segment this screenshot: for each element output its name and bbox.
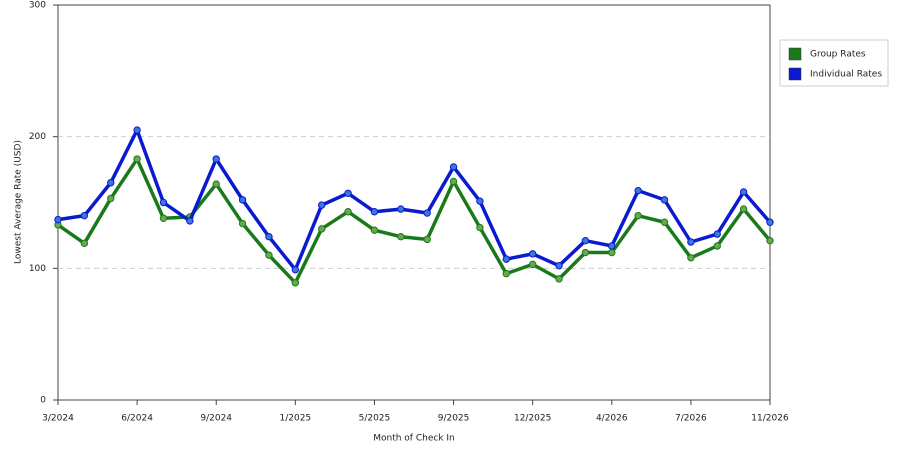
point (449, 163, 458, 171)
point (370, 226, 379, 234)
point (581, 248, 590, 257)
x-tick-label: 4/2026 (596, 414, 628, 424)
point (159, 214, 168, 223)
point (555, 275, 563, 283)
point (238, 196, 247, 204)
point (397, 205, 405, 213)
point (528, 250, 537, 258)
x-tick-label: 1/2025 (279, 414, 311, 424)
y-tick-label: 300 (29, 1, 46, 11)
x-tick-label: 6/2024 (121, 414, 153, 424)
legend-swatch (788, 47, 802, 61)
series-line (56, 157, 772, 285)
point (608, 248, 616, 257)
y-tick-label: 0 (40, 396, 46, 406)
point (660, 196, 669, 204)
point (555, 262, 563, 270)
point (54, 215, 62, 224)
point (265, 233, 273, 241)
x-axis-label: Month of Check In (373, 434, 455, 444)
point (476, 197, 484, 205)
point (766, 218, 774, 226)
point (423, 235, 431, 244)
point (238, 219, 247, 228)
x-tick-label: 3/2024 (42, 414, 74, 424)
point (159, 198, 168, 207)
point (107, 179, 115, 187)
point (423, 209, 431, 217)
point (713, 242, 721, 250)
point (291, 279, 300, 287)
plot-frame (57, 4, 771, 401)
point (370, 208, 379, 216)
point (739, 188, 748, 196)
point (133, 126, 141, 134)
point (476, 223, 484, 232)
point (107, 194, 115, 203)
x-tick-label: 9/2024 (200, 414, 232, 424)
point (212, 155, 220, 163)
y-tick-label: 100 (29, 264, 46, 274)
point (212, 180, 220, 188)
point (634, 186, 642, 195)
point (344, 189, 352, 197)
point (318, 225, 326, 233)
point (502, 255, 510, 263)
point (766, 236, 774, 245)
point (528, 260, 537, 269)
point (713, 230, 721, 238)
x-tick-label: 9/2025 (438, 414, 470, 424)
point (186, 217, 194, 225)
point (449, 177, 458, 186)
point (397, 233, 405, 241)
y-axis-label: Lowest Average Rate (USD) (14, 140, 24, 264)
point (687, 238, 695, 246)
point (660, 218, 669, 226)
x-tick-label: 7/2026 (675, 414, 707, 424)
point (634, 211, 642, 220)
point (687, 254, 695, 262)
point (291, 265, 300, 274)
point (581, 236, 590, 245)
x-tick-label: 11/2026 (751, 414, 789, 424)
point (739, 205, 748, 213)
legend-swatch (788, 67, 802, 81)
point (80, 239, 89, 248)
point (344, 208, 352, 216)
point (318, 201, 326, 209)
x-tick-label: 12/2025 (514, 414, 551, 424)
x-tick-label: 5/2025 (359, 414, 391, 424)
point (80, 211, 89, 220)
point (608, 242, 616, 250)
point (502, 269, 510, 278)
point (265, 251, 273, 259)
y-tick-label: 200 (29, 132, 46, 142)
series-line (57, 128, 772, 272)
legend-label: Individual Rates (810, 70, 882, 80)
point (133, 155, 141, 163)
legend-label: Group Rates (810, 50, 866, 60)
